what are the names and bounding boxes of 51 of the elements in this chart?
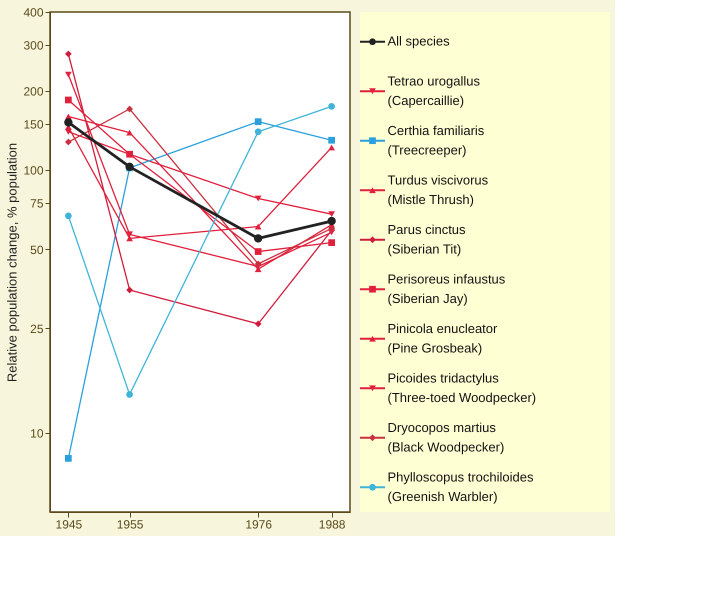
y-tick-label: 200 xyxy=(23,84,44,99)
point xyxy=(254,260,262,268)
y-axis-title: Relative population change, % population xyxy=(4,142,20,382)
point xyxy=(126,231,133,238)
point xyxy=(254,320,262,328)
point xyxy=(64,118,73,127)
legend-label: Certhia familiaris (Treecreeper) xyxy=(388,122,485,158)
point xyxy=(254,196,262,202)
legend-label: Parus cinctus (Siberian Tit) xyxy=(388,222,466,257)
legend-label: Pinicola enucleator (Pine Grosbeak) xyxy=(388,320,498,356)
point xyxy=(65,455,72,462)
legend-label: Turdus viscivorus (Mistle Thrush) xyxy=(388,172,489,208)
point xyxy=(126,130,133,136)
point xyxy=(254,234,262,243)
legend-label: All species xyxy=(388,34,450,49)
x-tick-label: 1976 xyxy=(245,518,272,532)
point xyxy=(328,211,335,218)
y-tick-label: 10 xyxy=(30,426,44,440)
legend-label: Phylloscopus trochiloides (Greenish Warbler) xyxy=(388,469,534,504)
point xyxy=(65,212,72,220)
x-tick-label: 1945 xyxy=(56,518,83,532)
y-tick-label: 75 xyxy=(30,196,44,211)
x-tick-label: 1988 xyxy=(318,518,346,532)
y-tick-label: 300 xyxy=(23,38,44,52)
legend-label: Picoides tridactylus (Three-toed Woodpecker) xyxy=(388,370,536,406)
point xyxy=(254,118,262,126)
point xyxy=(328,136,335,144)
y-tick-label: 150 xyxy=(23,117,44,132)
point xyxy=(126,106,133,112)
point xyxy=(65,96,72,104)
y-tick-label: 400 xyxy=(23,6,44,20)
y-tick-label: 100 xyxy=(23,164,44,178)
point xyxy=(65,72,72,78)
point xyxy=(254,224,262,230)
point xyxy=(126,391,133,398)
legend-label: Perisoreus infaustus (Siberian Jay) xyxy=(388,271,506,306)
point xyxy=(65,138,72,146)
y-tick-label: 50 xyxy=(30,242,44,257)
point xyxy=(254,128,262,136)
point xyxy=(126,235,133,242)
point xyxy=(254,248,262,255)
x-tick-label: 1955 xyxy=(116,518,144,532)
point xyxy=(328,102,335,110)
point xyxy=(65,50,72,58)
point xyxy=(328,239,335,246)
point xyxy=(126,286,133,294)
point xyxy=(327,216,336,226)
legend-label: Dryocopos martius (Black Woodpecker) xyxy=(388,420,504,455)
legend-label: Tetrao urogallus (Capercaillie) xyxy=(388,73,480,108)
y-tick-label: 25 xyxy=(30,322,44,336)
point xyxy=(328,144,335,150)
